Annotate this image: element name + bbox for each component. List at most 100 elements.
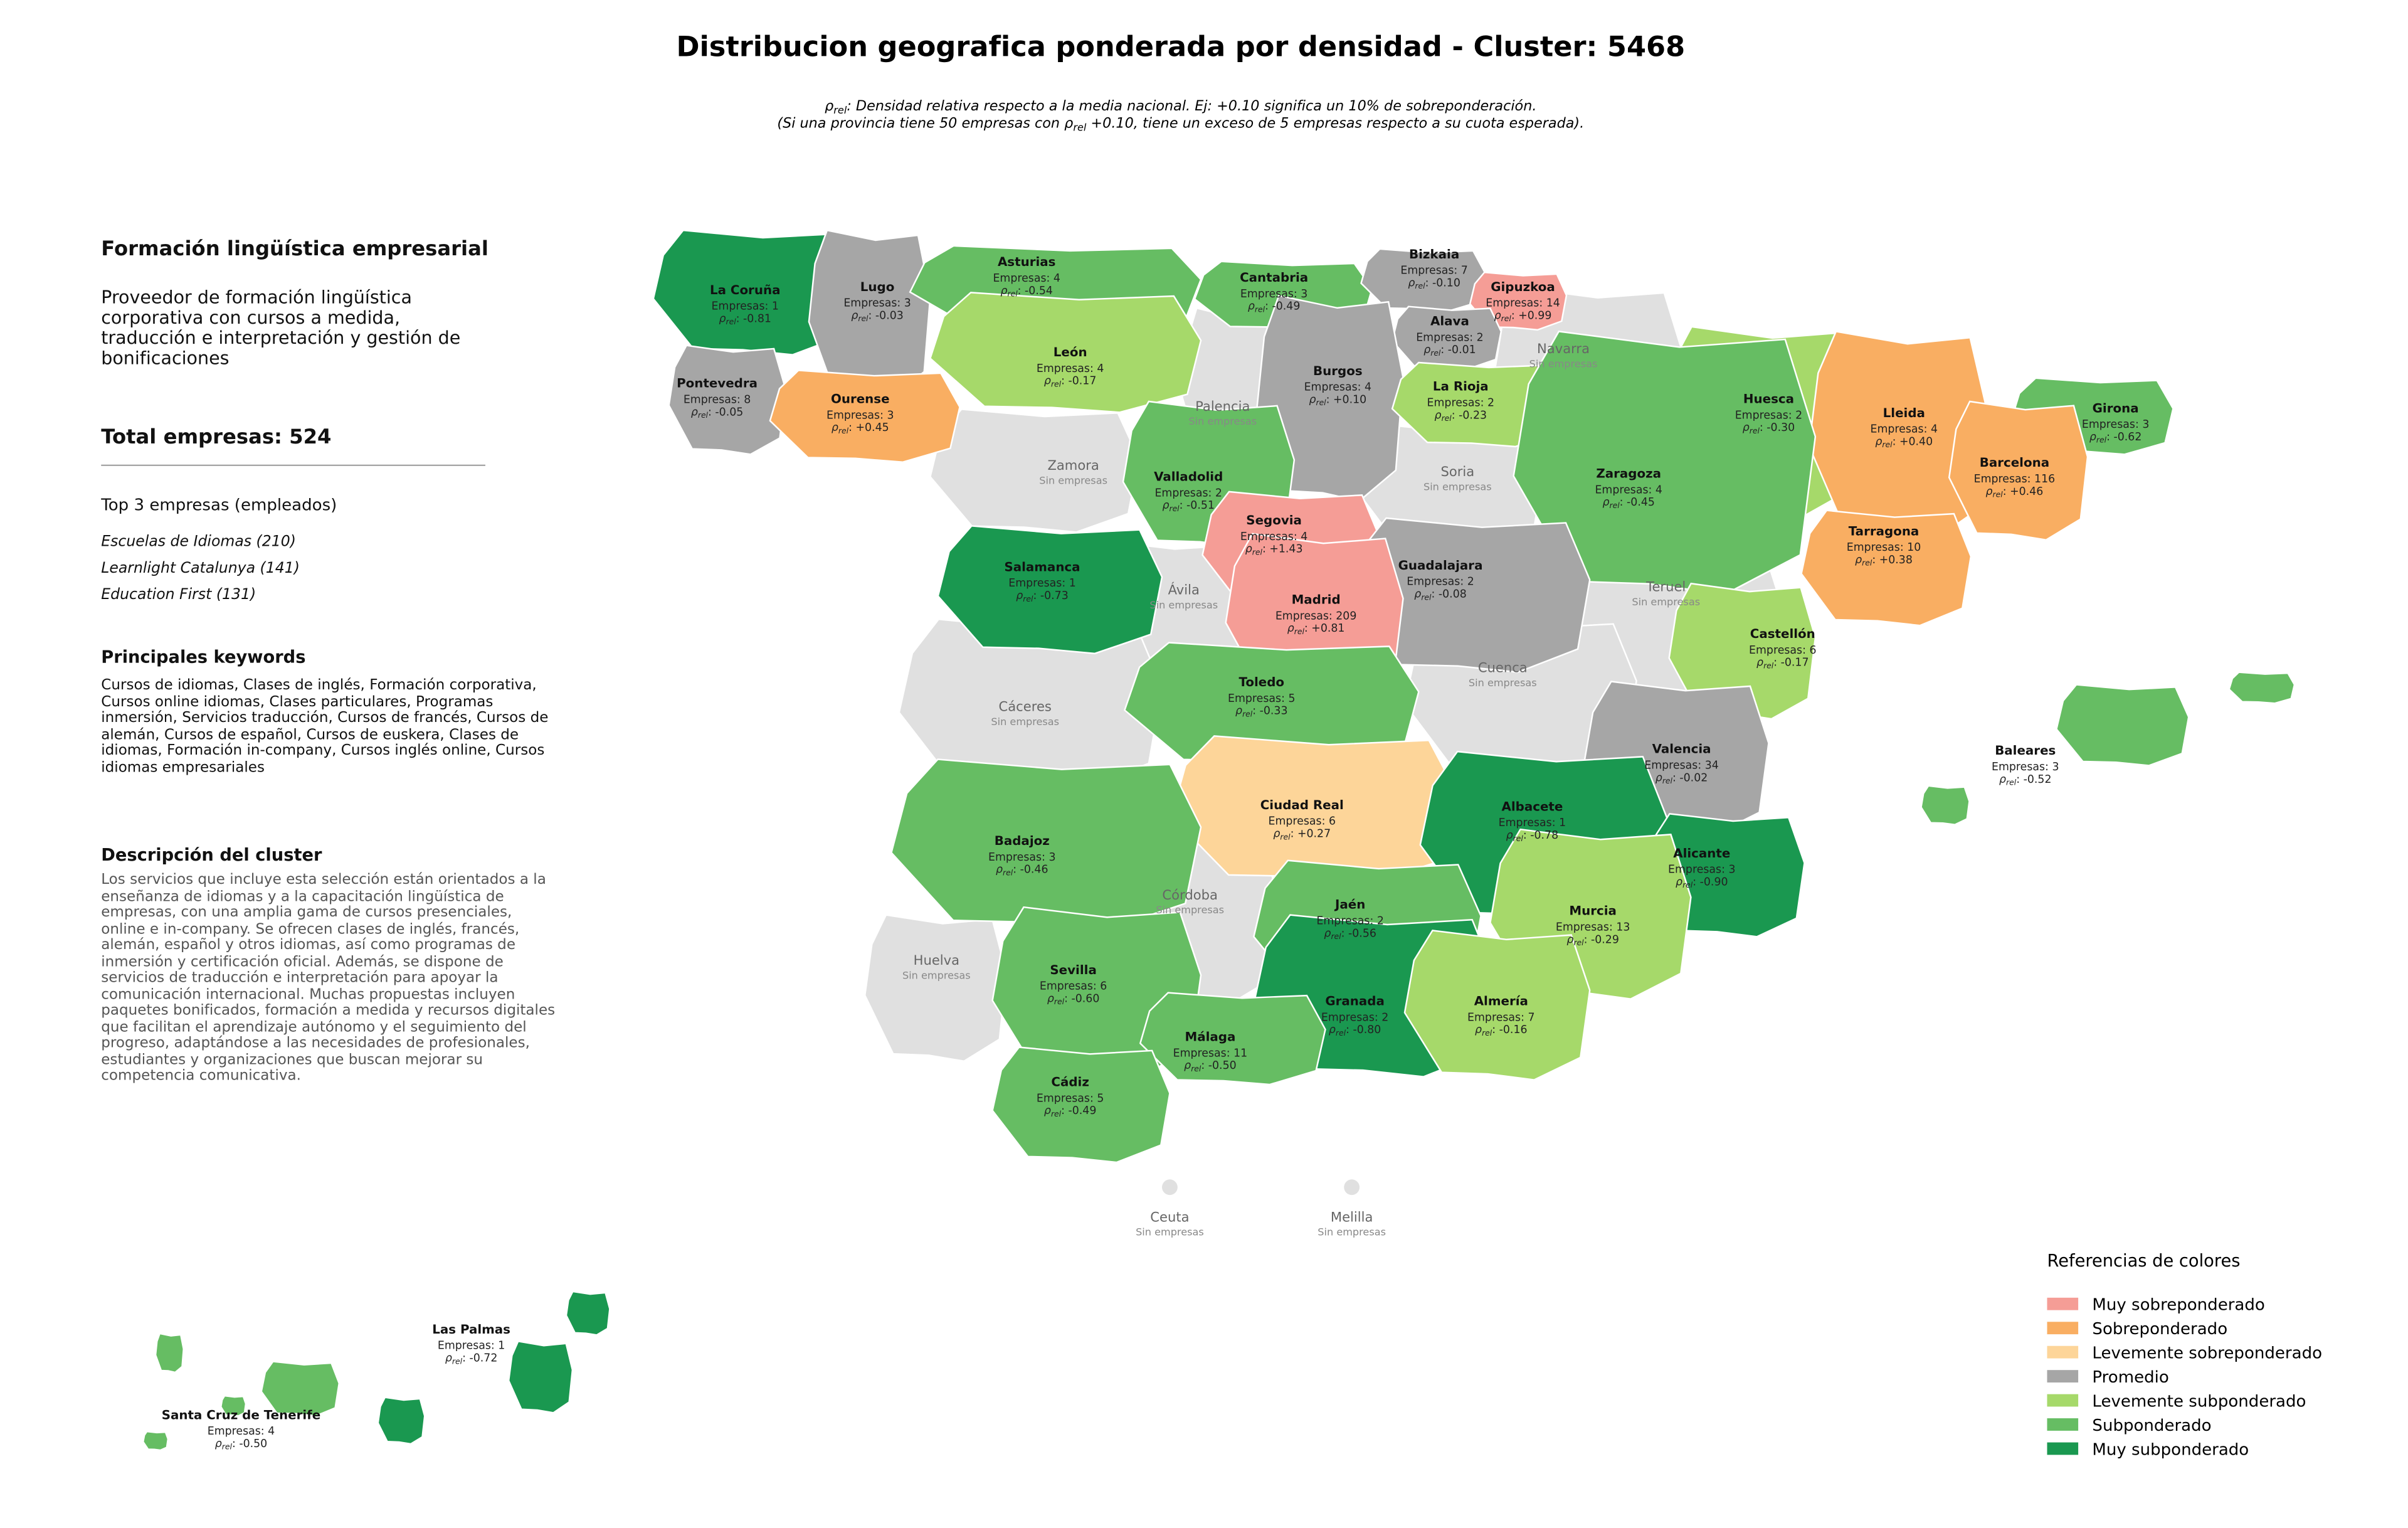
province-companies: Empresas: 6 [1749, 644, 1816, 657]
density-subscript: rel [1051, 379, 1062, 388]
province-companies: Empresas: 2 [1427, 396, 1494, 409]
legend-title: Referencias de colores [2047, 1251, 2240, 1271]
density-separator: : [1872, 554, 1879, 566]
province-name: Almería [1474, 994, 1528, 1008]
province-shape [1668, 582, 1817, 720]
density-symbol: ρ [1044, 375, 1051, 388]
density-separator: : [1452, 409, 1459, 422]
province-density: ρrel: -0.05 [691, 406, 744, 420]
province-density: ρrel: -0.51 [1162, 499, 1215, 513]
province-name: Ceuta [1150, 1209, 1189, 1224]
province-name: Castellón [1750, 627, 1815, 641]
province-density: ρrel: -0.56 [1324, 927, 1376, 941]
subtitle-line: (Si una provincia tiene 50 empresas con … [777, 115, 1584, 133]
density-subscript: rel [1023, 594, 1033, 603]
province-density: ρrel: -0.50 [1184, 1059, 1237, 1073]
province-companies: Empresas: 4 [1871, 423, 1938, 436]
province-name: Sevilla [1050, 963, 1096, 977]
province-shape [1162, 1179, 1178, 1196]
density-subscript: rel [1316, 398, 1326, 407]
no-data-label: Sin empresas [1136, 1226, 1204, 1238]
no-data-label: Sin empresas [1149, 599, 1218, 611]
density-separator: : [1262, 543, 1269, 556]
no-data-label: Sin empresas [902, 969, 971, 981]
province-name: Alava [1430, 314, 1469, 328]
province-companies: Empresas: 2 [1154, 487, 1222, 499]
density-subscript: rel [1501, 314, 1512, 323]
density-symbol: ρ [1602, 496, 1609, 509]
density-subscript: rel [1750, 426, 1760, 435]
density-symbol: ρ [1235, 705, 1242, 718]
density-symbol: ρ [1855, 554, 1862, 566]
density-symbol: ρ [1047, 993, 1054, 1005]
density-value: -0.73 [1040, 590, 1069, 602]
density-value: -0.49 [1068, 1105, 1096, 1117]
province-shape [1403, 930, 1591, 1081]
density-subscript: rel [1609, 501, 1620, 510]
density-value: -0.51 [1186, 499, 1215, 512]
legend-swatch [2047, 1297, 2079, 1310]
province-name: Cáceres [999, 699, 1052, 714]
province-companies: Empresas: 4 [1304, 381, 1371, 394]
no-data-label: Sin empresas [1188, 415, 1257, 427]
province-name: Cantabria [1240, 270, 1308, 285]
province-name: Baleares [1995, 743, 2056, 758]
density-value: -0.50 [239, 1438, 267, 1450]
density-symbol: ρ [851, 310, 858, 322]
density-separator: : [736, 312, 743, 325]
legend-swatch [2047, 1370, 2079, 1383]
province-density: ρrel: +0.38 [1855, 554, 1913, 568]
province-density: ρrel: -0.60 [1047, 993, 1100, 1007]
province-name: Ciudad Real [1260, 798, 1344, 812]
density-subscript: rel [1430, 348, 1441, 358]
province-companies: Empresas: 1 [438, 1340, 505, 1352]
legend-swatch [2047, 1322, 2079, 1335]
province-companies: Empresas: 34 [1644, 759, 1719, 772]
density-value: +0.45 [855, 422, 889, 434]
province-name: Palencia [1195, 398, 1250, 414]
density-value: -0.90 [1700, 876, 1728, 888]
density-symbol: ρ [1309, 393, 1316, 406]
province-companies: Empresas: 4 [1037, 363, 1104, 375]
legend-label: Sobreponderado [2092, 1320, 2227, 1339]
density-symbol: ρ [1743, 422, 1750, 434]
province-name: Gipuzkoa [1491, 280, 1555, 294]
density-separator: : [1432, 588, 1439, 601]
province-shape [565, 1290, 611, 1336]
density-subscript: rel [1482, 1028, 1492, 1037]
province-density: ρrel: -0.81 [719, 312, 771, 326]
density-value: -0.16 [1499, 1024, 1528, 1036]
density-separator: : [1346, 1024, 1353, 1036]
province-density: ρrel: -0.46 [996, 864, 1048, 878]
province-density: ρrel: +1.43 [1245, 543, 1303, 557]
density-symbol: ρ [1494, 310, 1501, 322]
province-companies: Empresas: 1 [1499, 817, 1566, 829]
province-name: Valencia [1652, 742, 1711, 756]
province-name: Valladolid [1154, 470, 1223, 484]
province-density: ρrel: -0.23 [1435, 409, 1487, 423]
density-subscript: rel [1252, 547, 1263, 556]
density-separator: : [1425, 277, 1432, 289]
density-symbol: ρ [1676, 876, 1682, 888]
province-shape [652, 229, 853, 356]
density-subscript: rel [1862, 558, 1872, 568]
province-companies: Empresas: 2 [1407, 576, 1474, 588]
province-density: ρrel: -0.73 [1016, 590, 1069, 603]
province-name: Asturias [998, 255, 1056, 269]
density-separator: : [232, 1438, 239, 1450]
density-separator: : [1326, 393, 1333, 406]
density-symbol: ρ [2089, 431, 2096, 443]
province-shape [154, 1332, 184, 1374]
province-name: Pontevedra [677, 376, 758, 391]
density-separator: : [1760, 422, 1766, 434]
province-name: Cuenca [1478, 660, 1528, 676]
province-name: Ávila [1168, 582, 1200, 598]
province-companies: Empresas: 7 [1467, 1011, 1534, 1024]
province-density: ρrel: +0.10 [1309, 393, 1366, 407]
cluster-description: Los servicios que incluye esta selección… [101, 871, 556, 1085]
province-shape [1139, 992, 1326, 1086]
no-data-label: Sin empresas [1039, 474, 1107, 486]
province-name: Guadalajara [1398, 558, 1483, 573]
province-companies: Empresas: 4 [1595, 484, 1662, 496]
density-symbol: ρ [1435, 409, 1442, 422]
